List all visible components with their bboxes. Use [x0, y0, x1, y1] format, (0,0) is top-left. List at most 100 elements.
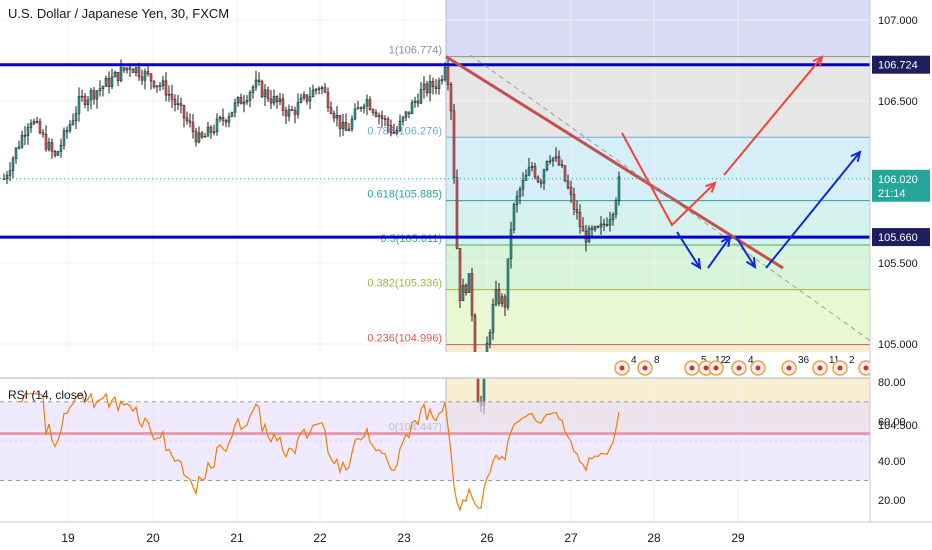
level-price-badge: [872, 228, 930, 247]
candle-body: [266, 89, 270, 100]
candle-body: [164, 80, 168, 96]
candle-body: [86, 99, 90, 105]
candle-body: [389, 125, 393, 133]
economic-events[interactable]: 4 8 5 122 4 36 11 2: [0, 352, 874, 378]
candle-body: [320, 87, 324, 89]
candle-body: [446, 67, 450, 85]
candle-body: [527, 167, 531, 176]
candle-body: [44, 134, 48, 150]
candle-body: [26, 127, 30, 136]
candle-body: [269, 98, 273, 104]
projection-arrow-up-head[interactable]: [812, 55, 824, 67]
candle-body: [83, 95, 87, 105]
candle-body: [182, 105, 186, 119]
fib-zone: [446, 245, 870, 290]
candle-body: [359, 107, 363, 109]
candle-body: [353, 108, 357, 120]
candle-body: [398, 120, 402, 131]
candle-body: [155, 85, 159, 88]
candle-body: [326, 91, 330, 108]
candle-body: [308, 96, 312, 102]
event-flag-dot-icon: [863, 365, 869, 371]
projection-leg-1[interactable]: [676, 231, 701, 269]
projection-leg-4-head[interactable]: [850, 150, 862, 162]
candle-body: [215, 118, 219, 133]
level-price-label: 106.724: [878, 60, 918, 72]
projection-arrow-up[interactable]: [723, 56, 823, 176]
candle-body: [212, 131, 216, 134]
candle-body: [104, 77, 108, 87]
candle-body: [62, 130, 66, 146]
candle-body: [152, 80, 156, 88]
trendline-resistance[interactable]: [445, 55, 784, 270]
candle-body: [497, 289, 501, 304]
event-flag-dot-icon: [689, 365, 695, 371]
price-axis[interactable]: 107.000106.500106.000105.500105.000104.5…: [869, 0, 932, 522]
candle-body: [257, 79, 261, 82]
candle-body: [161, 80, 165, 86]
candle-body: [581, 226, 585, 232]
candle-body: [518, 188, 522, 197]
projection-arrow-down-head[interactable]: [705, 181, 717, 193]
last-price-label: 106.020: [878, 174, 918, 186]
event-flag-dot-icon: [713, 365, 719, 371]
event-count-label: 12: [715, 355, 727, 366]
candle-body: [281, 98, 285, 111]
candle-body: [503, 296, 507, 308]
candle-body: [362, 105, 366, 109]
candle-body: [107, 77, 111, 87]
trendline-dashed[interactable]: [469, 54, 873, 343]
projection-leg-3-head[interactable]: [745, 256, 757, 269]
candle-body: [32, 120, 36, 124]
price-tick-label: 106.500: [878, 96, 918, 108]
candle-body: [494, 289, 498, 305]
candle-body: [305, 94, 309, 102]
candle-series: [2, 57, 621, 414]
candle-body: [383, 118, 387, 120]
candle-body: [194, 131, 198, 143]
candle-body: [254, 79, 258, 88]
candle-body: [578, 212, 582, 227]
candle-body: [311, 89, 315, 98]
projection-leg-1-head[interactable]: [690, 257, 702, 270]
candle-body: [290, 109, 294, 111]
projection-leg-4[interactable]: [765, 151, 861, 269]
candle-body: [245, 100, 249, 103]
level-price-badge: [872, 55, 930, 74]
trend-drawings[interactable]: [445, 54, 873, 343]
candle-body: [218, 116, 222, 120]
candle-body: [227, 116, 231, 123]
candle-body: [371, 109, 375, 113]
projection-leg-3[interactable]: [735, 236, 756, 268]
candle-body: [134, 67, 138, 73]
time-tick-label: 22: [313, 531, 327, 545]
projection-leg-2[interactable]: [707, 236, 731, 269]
candle-body: [53, 151, 57, 156]
candle-body: [74, 113, 78, 121]
candle-body: [554, 156, 558, 159]
projection-leg-2-head[interactable]: [720, 235, 732, 248]
candle-body: [506, 258, 510, 308]
event-flag-dot-icon: [786, 365, 792, 371]
candle-body: [401, 116, 405, 122]
candle-body: [452, 110, 456, 178]
candle-body: [41, 132, 45, 135]
time-axis[interactable]: 19 20 21 22 23 26 27 28 29: [0, 521, 932, 550]
candle-body: [251, 86, 255, 93]
fib-level-label: 0.382(105.336): [367, 278, 442, 290]
candle-body: [533, 165, 537, 178]
candle-body: [368, 99, 372, 110]
event-flag-dot-icon: [755, 365, 761, 371]
candle-body: [470, 273, 474, 316]
candle-body: [419, 89, 423, 104]
projection-arrow-down[interactable]: [621, 132, 716, 227]
candle-body: [515, 195, 519, 205]
events-strip: [0, 352, 870, 378]
candle-body: [296, 102, 300, 115]
candle-body: [323, 87, 327, 93]
event-flag-dot-icon: [736, 365, 742, 371]
event-flag-dot-icon: [619, 365, 625, 371]
rsi-tick-label: 40.00: [878, 456, 906, 468]
candle-body: [608, 219, 612, 226]
